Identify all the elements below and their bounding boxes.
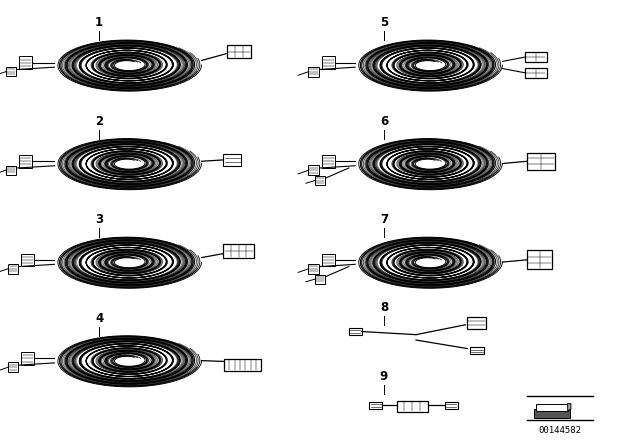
- Bar: [308, 264, 319, 274]
- Polygon shape: [568, 404, 571, 411]
- Bar: [223, 244, 254, 258]
- Bar: [315, 275, 325, 284]
- Text: 4: 4: [95, 312, 103, 325]
- Bar: [6, 166, 16, 175]
- Bar: [21, 254, 34, 266]
- Text: 1: 1: [95, 16, 103, 29]
- Bar: [445, 402, 458, 409]
- Bar: [527, 250, 552, 269]
- Bar: [534, 409, 570, 418]
- Bar: [308, 165, 319, 175]
- Bar: [349, 328, 362, 335]
- Text: 6: 6: [380, 115, 388, 128]
- Bar: [19, 155, 32, 168]
- Bar: [536, 404, 568, 411]
- Text: 00144582: 00144582: [538, 426, 582, 435]
- Bar: [397, 401, 428, 412]
- Text: 5: 5: [380, 16, 388, 29]
- Bar: [525, 52, 547, 62]
- Bar: [224, 359, 261, 371]
- Text: 2: 2: [95, 115, 103, 128]
- Bar: [21, 352, 34, 365]
- Bar: [223, 154, 241, 165]
- Bar: [315, 176, 325, 185]
- Bar: [227, 45, 251, 58]
- Bar: [369, 402, 382, 409]
- Text: 9: 9: [380, 370, 388, 383]
- Bar: [8, 264, 18, 274]
- Text: 3: 3: [95, 213, 103, 226]
- Text: 7: 7: [380, 213, 388, 226]
- Bar: [322, 254, 335, 266]
- Bar: [308, 67, 319, 77]
- Bar: [322, 56, 335, 69]
- Bar: [470, 347, 484, 354]
- Bar: [8, 362, 18, 372]
- Text: 8: 8: [380, 301, 388, 314]
- Bar: [19, 56, 32, 69]
- Bar: [6, 67, 16, 76]
- Bar: [467, 317, 486, 329]
- Bar: [322, 155, 335, 168]
- Bar: [527, 153, 555, 170]
- Bar: [525, 68, 547, 78]
